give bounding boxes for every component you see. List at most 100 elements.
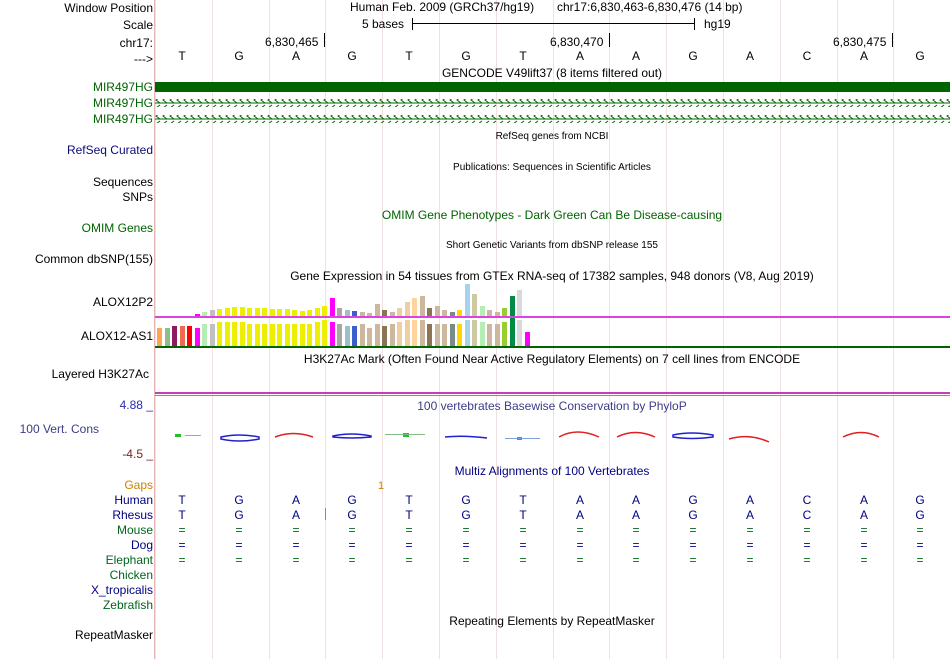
gtex-bar[interactable]: [277, 324, 282, 346]
gtex-bar[interactable]: [517, 320, 522, 346]
gtex-bar[interactable]: [464, 284, 470, 316]
label-gencode-2[interactable]: MIR497HG: [92, 96, 153, 110]
gtex-bar[interactable]: [472, 320, 477, 346]
gtex-bar[interactable]: [367, 313, 372, 316]
gtex-bar[interactable]: [412, 320, 417, 346]
gtex-bar[interactable]: [487, 324, 492, 346]
gtex-bar[interactable]: [307, 310, 312, 316]
gtex-bar[interactable]: [344, 310, 350, 316]
gtex-bar[interactable]: [299, 311, 305, 316]
gtex-bar[interactable]: [157, 328, 162, 346]
gtex-bar[interactable]: [329, 298, 335, 316]
gtex-bar[interactable]: [359, 312, 365, 316]
label-phylop[interactable]: 100 Vert. Cons: [19, 422, 99, 436]
gtex-bar[interactable]: [494, 324, 500, 346]
gtex-bar[interactable]: [299, 324, 305, 346]
gtex-bar[interactable]: [524, 332, 530, 346]
gtex-bar[interactable]: [367, 328, 372, 346]
gtex-bar[interactable]: [284, 324, 290, 346]
gtex-bar[interactable]: [389, 312, 395, 316]
gtex-bar[interactable]: [427, 324, 432, 346]
gencode-intron-lines[interactable]: [155, 96, 950, 126]
gtex-bar[interactable]: [382, 326, 387, 346]
label-omim[interactable]: OMIM Genes: [81, 221, 153, 235]
gtex-bar[interactable]: [179, 326, 185, 346]
gtex-bar[interactable]: [277, 309, 282, 316]
label-refseq[interactable]: RefSeq Curated: [66, 143, 153, 157]
track-image-area[interactable]: Human Feb. 2009 (GRCh37/hg19) chr17:6,83…: [155, 0, 950, 659]
gtex-bar[interactable]: [374, 324, 380, 346]
gtex-bar[interactable]: [352, 326, 357, 346]
gtex-bar[interactable]: [239, 322, 245, 346]
gtex-bar[interactable]: [337, 324, 342, 346]
gtex-bar[interactable]: [404, 320, 410, 346]
gtex-bar[interactable]: [239, 307, 245, 316]
gtex-bar[interactable]: [517, 290, 522, 316]
gtex-bar[interactable]: [419, 296, 425, 316]
gtex-bar[interactable]: [254, 324, 260, 346]
gtex-bar[interactable]: [419, 320, 425, 346]
gtex-bar[interactable]: [224, 322, 230, 346]
gtex-bar[interactable]: [442, 324, 447, 346]
gtex-bar[interactable]: [224, 308, 230, 316]
gtex-bar[interactable]: [329, 322, 335, 346]
gtex-bar[interactable]: [232, 322, 237, 346]
gtex-bar[interactable]: [502, 308, 507, 316]
gtex-bar[interactable]: [434, 306, 440, 316]
label-sequences[interactable]: Sequences: [92, 175, 153, 189]
label-repeatmasker[interactable]: RepeatMasker: [74, 628, 153, 642]
gtex-bar[interactable]: [269, 324, 275, 346]
gtex-bar[interactable]: [479, 322, 485, 346]
gtex-bar[interactable]: [292, 310, 297, 316]
gtex-bar[interactable]: [359, 324, 365, 346]
gtex-bar[interactable]: [449, 324, 455, 346]
gtex-bar[interactable]: [442, 310, 447, 316]
gtex-bar[interactable]: [217, 322, 222, 346]
gtex-bar[interactable]: [382, 310, 387, 316]
phylop-graph[interactable]: [155, 425, 950, 449]
gtex-bar[interactable]: [322, 306, 327, 316]
gtex-bar[interactable]: [479, 306, 485, 316]
gtex-bar[interactable]: [217, 309, 222, 316]
gtex-bar[interactable]: [307, 324, 312, 346]
gtex-bar[interactable]: [472, 294, 477, 316]
gtex-bar[interactable]: [164, 328, 170, 346]
gtex-bar[interactable]: [389, 324, 395, 346]
gtex-bar[interactable]: [262, 324, 267, 346]
gtex-bar[interactable]: [509, 296, 515, 316]
gtex-bar[interactable]: [187, 326, 192, 346]
gtex-bar[interactable]: [322, 320, 327, 346]
gtex-bar[interactable]: [202, 324, 207, 346]
gencode-exon-block[interactable]: [155, 82, 950, 92]
gtex-bar[interactable]: [487, 310, 492, 316]
h3k27ac-signal[interactable]: [155, 392, 950, 394]
gtex-bar[interactable]: [247, 308, 252, 316]
gtex-bar[interactable]: [284, 309, 290, 316]
gtex-bar[interactable]: [509, 318, 515, 346]
label-snps[interactable]: SNPs: [122, 190, 153, 204]
gtex-bar[interactable]: [352, 311, 357, 316]
gtex-bar[interactable]: [502, 322, 507, 346]
gtex-bar[interactable]: [292, 324, 297, 346]
gtex-bar[interactable]: [194, 314, 200, 316]
gtex-bar[interactable]: [397, 322, 402, 346]
gtex-bar[interactable]: [412, 298, 417, 316]
gtex-bar[interactable]: [254, 308, 260, 316]
label-gencode-1[interactable]: MIR497HG: [92, 80, 153, 94]
gtex-bar[interactable]: [374, 304, 380, 316]
gtex-bar[interactable]: [262, 308, 267, 316]
gtex-bar[interactable]: [314, 322, 320, 346]
gtex-bar[interactable]: [232, 307, 237, 316]
gtex-bar[interactable]: [172, 326, 177, 346]
label-gencode-3[interactable]: MIR497HG: [92, 112, 153, 126]
label-gtex-alox12p2[interactable]: ALOX12P2: [92, 295, 153, 309]
label-h3k27ac[interactable]: Layered H3K27Ac: [51, 367, 149, 381]
gtex-bar[interactable]: [337, 308, 342, 316]
gtex-bar[interactable]: [202, 312, 207, 316]
gtex-bar[interactable]: [427, 308, 432, 316]
gtex-bar[interactable]: [404, 302, 410, 316]
gtex-bar[interactable]: [314, 308, 320, 316]
gtex-bar[interactable]: [344, 326, 350, 346]
label-gtex-alox12-as1[interactable]: ALOX12-AS1: [80, 329, 153, 343]
gtex-bar[interactable]: [494, 312, 500, 316]
